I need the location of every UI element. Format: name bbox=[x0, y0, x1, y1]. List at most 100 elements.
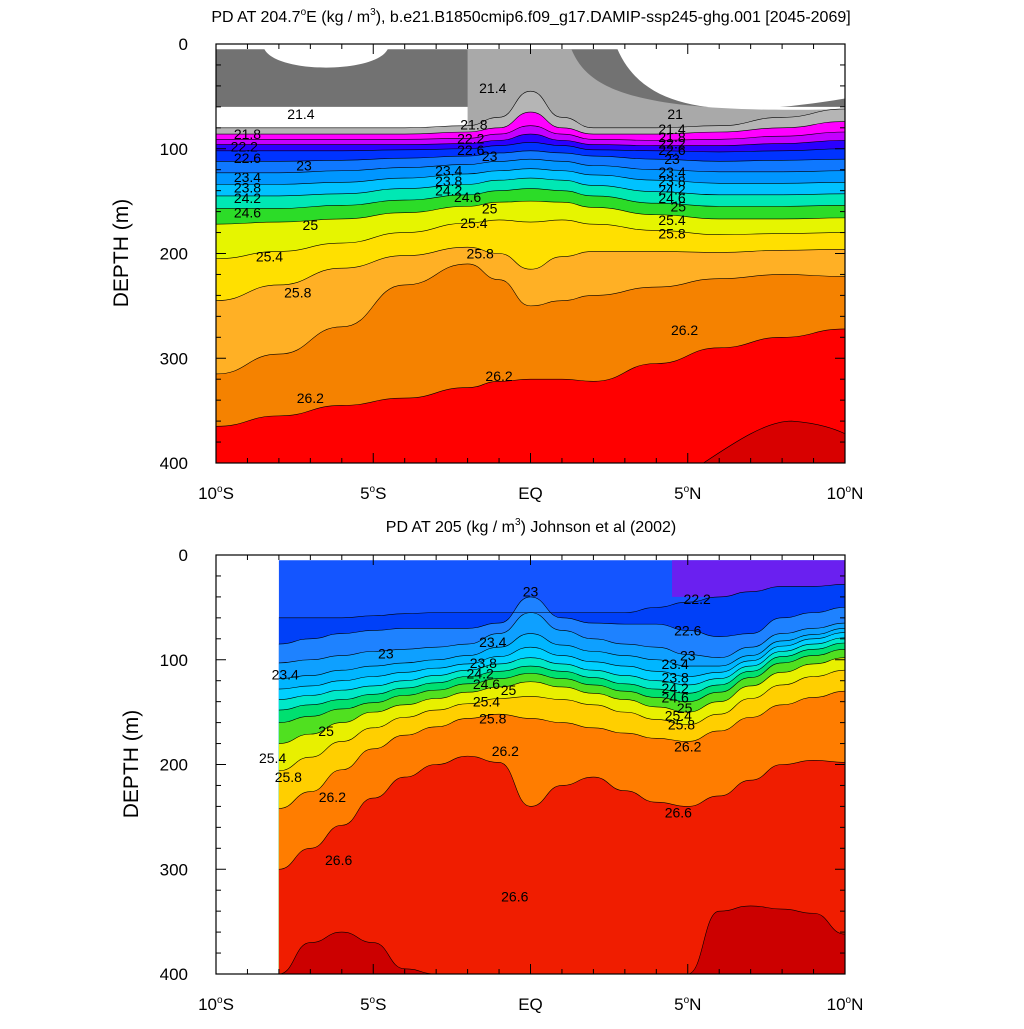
panel-bottom-x-tick-label: 5oS bbox=[360, 995, 386, 1014]
panel-top-title-part-1: o bbox=[301, 7, 307, 18]
panel-top-title: PD AT 204.7oE (kg / m3), b.e21.B1850cmip… bbox=[211, 7, 850, 26]
panel-bottom-contour-label: 23.4 bbox=[479, 634, 506, 650]
panel-top-y-axis-label: DEPTH (m) bbox=[110, 199, 133, 308]
panel-top-contour-label: 25.4 bbox=[460, 215, 487, 231]
panel-top-contour-label: 22.6 bbox=[658, 142, 685, 158]
panel-bottom-contour-band-26-6 bbox=[278, 756, 845, 974]
panel-bottom-contour-line-24-6 bbox=[278, 642, 845, 711]
panel-top-plot-area: 21.421.822.222.6 2323.423.824.224.62525.4… bbox=[216, 44, 845, 463]
panel-bottom-x-tick-label: 5oN bbox=[674, 995, 701, 1014]
panel-bottom-y-tick-label: 300 bbox=[160, 860, 188, 879]
panel-top-contour-label: 22.2 bbox=[658, 136, 685, 152]
panel-top-contour-label: 23 bbox=[482, 148, 498, 164]
panel-top-y-tick-label: 400 bbox=[160, 454, 188, 473]
panel-bottom-contour-label: 25.4 bbox=[665, 707, 692, 723]
panel-top-contour-line-21-4 bbox=[216, 111, 845, 135]
panel-bottom-contour-line-25-8 bbox=[278, 669, 845, 772]
panel-bottom-contour-line-25-4 bbox=[278, 657, 845, 744]
panel-top-title-part-2: E (kg / m bbox=[306, 9, 370, 26]
panel-top-contour-label: 22.2 bbox=[231, 139, 258, 155]
panel-bottom-title-part-2: ) Johnson et al (2002) bbox=[521, 519, 677, 536]
panel-top-contour-label: 25.4 bbox=[658, 212, 685, 228]
panel-bottom-contour-band-27-0 bbox=[278, 905, 845, 974]
panel-bottom-contour-line-27-0 bbox=[278, 905, 845, 974]
panel-top-contour-band-26-6 bbox=[216, 328, 845, 463]
panel-bottom-contour-lines bbox=[278, 584, 845, 974]
panel-top-y-tick-label: 0 bbox=[179, 35, 188, 54]
panel-top-contour-line-23-8 bbox=[216, 168, 845, 185]
panel-bottom-contour-line-22-6 bbox=[278, 596, 845, 645]
panel-top-y-tick-label: 100 bbox=[160, 140, 188, 159]
panel-bottom-contour-line-23-4 bbox=[278, 628, 845, 679]
panel-top-contour-line-21-0 bbox=[216, 90, 845, 129]
panel-top-contour-label: 24.6 bbox=[234, 205, 261, 221]
panel-top-contour-label: 23.4 bbox=[435, 163, 462, 179]
panel-bottom-contour-label: 24.2 bbox=[467, 665, 494, 681]
panel-top-contour-line-22-6 bbox=[216, 142, 845, 153]
panel-top-contour-label: 21.8 bbox=[460, 117, 487, 133]
panel-top-contour-label: 25 bbox=[482, 200, 498, 216]
panel-bottom-contour-line-24-2 bbox=[278, 637, 845, 700]
panel-bottom-x-tick-label: 10oS bbox=[198, 995, 234, 1014]
panel-top-contour-line-22-2 bbox=[216, 133, 845, 146]
panel-bottom-contour-label: 23 bbox=[680, 648, 696, 664]
panel-top-contour-label: 24.6 bbox=[454, 189, 481, 205]
panel-bottom-contour-label: 26.6 bbox=[325, 852, 352, 868]
panel-bottom-contour-label: 23 bbox=[378, 645, 394, 661]
panel-bottom-y-tick-label: 0 bbox=[179, 546, 188, 565]
panel-top-contour-labels: 21.421.822.222.6 2323.423.824.224.62525.4… bbox=[231, 80, 699, 406]
panel-bottom-contour-label: 24.6 bbox=[473, 676, 500, 692]
panel-top-contour-label: 21.4 bbox=[658, 121, 685, 137]
panel-bottom-contour-label: 26.2 bbox=[319, 789, 346, 805]
panel-top-contour-label: 23.8 bbox=[658, 173, 685, 189]
panel-bottom-contour-label: 23.4 bbox=[272, 666, 299, 682]
panel-top-contour-label: 21.8 bbox=[234, 126, 261, 142]
panel-top-contour-label: 21.4 bbox=[287, 106, 314, 122]
panel-top-contour-label: 21.8 bbox=[658, 129, 685, 145]
panel-top-contour-label: 21.4 bbox=[479, 80, 506, 96]
panel-top-contour-label: 26.2 bbox=[485, 368, 512, 384]
panel-top-contour-label: 22.6 bbox=[234, 150, 261, 166]
panel-bottom-contour-label: 26.2 bbox=[674, 739, 701, 755]
panel-top-title-part-3: 3 bbox=[370, 7, 376, 18]
panel-bottom-contour-label: 22.6 bbox=[674, 622, 701, 638]
panel-bottom-contour-label: 23 bbox=[523, 584, 539, 600]
panel-top-contour-line-25-4 bbox=[216, 219, 845, 260]
panel-bottom-contour-line-23-8 bbox=[278, 632, 845, 690]
panel-top-surface-gap bbox=[615, 44, 845, 109]
panel-bottom-contour-label: 25.4 bbox=[473, 694, 500, 710]
panel-top-contour-label: 24.2 bbox=[435, 183, 462, 199]
panel-top-contour-fills bbox=[216, 44, 845, 463]
panel-top-contour-line-26-6 bbox=[216, 328, 845, 427]
panel-bottom-contour-line-26-6 bbox=[278, 755, 845, 870]
panel-bottom-y-tick-label: 400 bbox=[160, 965, 188, 984]
panel-bottom-contour-label: 26.2 bbox=[492, 743, 519, 759]
panel-top-contour-line-21-8 bbox=[216, 125, 845, 141]
panel-top-x-tick-label: EQ bbox=[518, 484, 543, 503]
panel-bottom-contour-label: 26.6 bbox=[501, 888, 528, 904]
panel-top-contour-label: 22.2 bbox=[457, 130, 484, 146]
panel-top-contour-line-23-4 bbox=[216, 158, 845, 174]
panel-bottom-title: PD AT 205 (kg / m3) Johnson et al (2002) bbox=[386, 517, 676, 536]
panel-bottom-contour-fills bbox=[278, 560, 845, 974]
panel-bottom-contour-label: 23.8 bbox=[662, 670, 689, 686]
panel-top-contour-label: 26.2 bbox=[297, 390, 324, 406]
panel-top-title-part-0: PD AT 204.7 bbox=[211, 9, 300, 26]
panel-top-contour-label: 25 bbox=[671, 198, 687, 214]
panel-bottom-x-tick-label: EQ bbox=[518, 995, 543, 1014]
panel-bottom-contour-line-22-2 bbox=[278, 584, 845, 619]
panel-bottom-contour-label: 23.4 bbox=[662, 656, 689, 672]
panel-top-contour-label: 23.4 bbox=[234, 169, 261, 185]
panel-bottom-axes: 10oS 5oS EQ 5oN 10oN 0 100 200 300 400 bbox=[160, 546, 864, 1014]
panel-bottom-contour-label: 25.8 bbox=[275, 769, 302, 785]
panel-top-y-tick-label: 200 bbox=[160, 245, 188, 264]
panel-top-contour-label: 24.2 bbox=[234, 190, 261, 206]
panel-bottom-contour-label: 25.8 bbox=[479, 710, 506, 726]
panel-top-x-tick-label: 5oN bbox=[674, 484, 701, 503]
panel-top-title-part-4: ), b.e21.B1850cmip6.f09_g17.DAMIP-ssp245… bbox=[376, 9, 851, 26]
panel-top: PD AT 204.7oE (kg / m3), b.e21.B1850cmip… bbox=[110, 7, 863, 503]
panel-bottom-title-part-0: PD AT 205 (kg / m bbox=[386, 519, 515, 536]
